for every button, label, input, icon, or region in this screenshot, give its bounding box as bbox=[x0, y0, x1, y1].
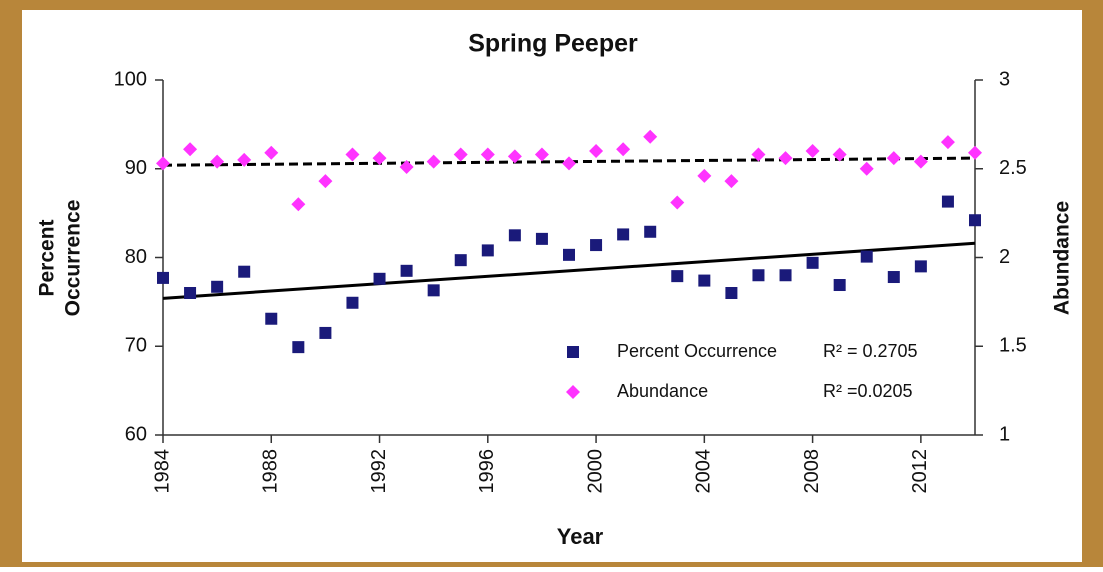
x-tick-label: 2004 bbox=[693, 449, 715, 494]
y-tick-label: 90 bbox=[125, 157, 147, 179]
point bbox=[590, 239, 603, 252]
y-axis-label: Percent Occurrence bbox=[36, 200, 85, 317]
point bbox=[426, 154, 441, 169]
point bbox=[481, 244, 494, 257]
point bbox=[534, 147, 549, 162]
y2-tick-label: 2.5 bbox=[999, 157, 1027, 179]
y-tick-label: 80 bbox=[125, 246, 147, 268]
y-tick-label: 100 bbox=[114, 68, 147, 90]
point bbox=[156, 156, 170, 171]
r2-label: R² =0.0205 bbox=[823, 381, 913, 401]
point bbox=[833, 279, 846, 292]
legend-label: Percent Occurrence bbox=[617, 341, 777, 361]
point bbox=[345, 147, 360, 162]
point bbox=[480, 147, 495, 162]
point bbox=[157, 271, 169, 284]
point bbox=[183, 142, 198, 157]
y2-tick-label: 1 bbox=[999, 423, 1010, 445]
point bbox=[886, 151, 901, 166]
panel bbox=[22, 10, 1082, 562]
point bbox=[968, 145, 982, 160]
point bbox=[670, 195, 685, 210]
point bbox=[779, 269, 792, 282]
point bbox=[724, 174, 739, 189]
point bbox=[778, 151, 793, 166]
y2-tick-label: 3 bbox=[999, 68, 1010, 90]
x-tick-label: 2000 bbox=[584, 449, 606, 494]
point bbox=[643, 129, 658, 144]
point bbox=[941, 195, 954, 208]
point bbox=[697, 168, 712, 183]
y2-tick-label: 2 bbox=[999, 246, 1010, 268]
trend-line bbox=[162, 241, 976, 300]
point bbox=[264, 145, 279, 160]
point bbox=[319, 326, 332, 339]
point bbox=[644, 225, 657, 238]
point bbox=[940, 135, 955, 150]
point bbox=[859, 161, 874, 176]
point bbox=[372, 151, 387, 166]
legend-marker bbox=[567, 346, 579, 358]
y-tick-label: 70 bbox=[125, 335, 147, 357]
point bbox=[318, 174, 333, 189]
point bbox=[291, 197, 306, 212]
point bbox=[860, 250, 873, 263]
point bbox=[752, 269, 765, 282]
point bbox=[671, 270, 684, 283]
point bbox=[454, 254, 467, 267]
point bbox=[373, 272, 386, 285]
point bbox=[346, 296, 359, 309]
point bbox=[805, 144, 820, 158]
point bbox=[698, 274, 711, 287]
point bbox=[969, 214, 981, 227]
x-tick-label: 1996 bbox=[476, 449, 498, 494]
x-tick-label: 2008 bbox=[801, 449, 823, 494]
point bbox=[535, 232, 548, 245]
point bbox=[617, 228, 630, 241]
point bbox=[210, 154, 225, 169]
point bbox=[832, 147, 847, 162]
y-axis-label-line: Occurrence bbox=[62, 200, 85, 317]
point bbox=[914, 260, 927, 273]
point bbox=[806, 256, 819, 269]
chart-title: Spring Peeper bbox=[468, 30, 638, 58]
x-tick-label: 1992 bbox=[368, 449, 390, 494]
point bbox=[913, 154, 928, 169]
y-tick-label: 60 bbox=[125, 423, 147, 445]
point bbox=[265, 312, 278, 325]
point bbox=[399, 159, 414, 174]
point bbox=[427, 284, 440, 297]
y2-tick-label: 1.5 bbox=[999, 335, 1027, 357]
point bbox=[237, 152, 252, 167]
point bbox=[887, 271, 900, 284]
legend-marker bbox=[566, 385, 580, 399]
point bbox=[211, 280, 224, 293]
x-tick-label: 1984 bbox=[151, 449, 173, 494]
point bbox=[453, 147, 468, 162]
point bbox=[184, 287, 197, 299]
x-tick-label: 1988 bbox=[260, 449, 282, 494]
point bbox=[400, 264, 413, 277]
y-axis-label-line: Percent bbox=[36, 219, 59, 296]
point bbox=[562, 156, 576, 171]
point bbox=[292, 341, 305, 354]
point bbox=[508, 229, 521, 242]
point bbox=[589, 144, 604, 158]
point bbox=[507, 149, 522, 164]
r2-label: R² = 0.2705 bbox=[823, 341, 918, 361]
x-axis-label: Year bbox=[557, 524, 604, 549]
point bbox=[563, 248, 575, 261]
y2-axis-label: Abundance bbox=[1051, 201, 1074, 315]
point bbox=[725, 287, 738, 299]
x-tick-label: 2012 bbox=[909, 449, 931, 494]
legend-label: Abundance bbox=[617, 381, 708, 401]
point bbox=[751, 147, 766, 162]
point bbox=[238, 265, 251, 278]
point bbox=[616, 142, 631, 157]
